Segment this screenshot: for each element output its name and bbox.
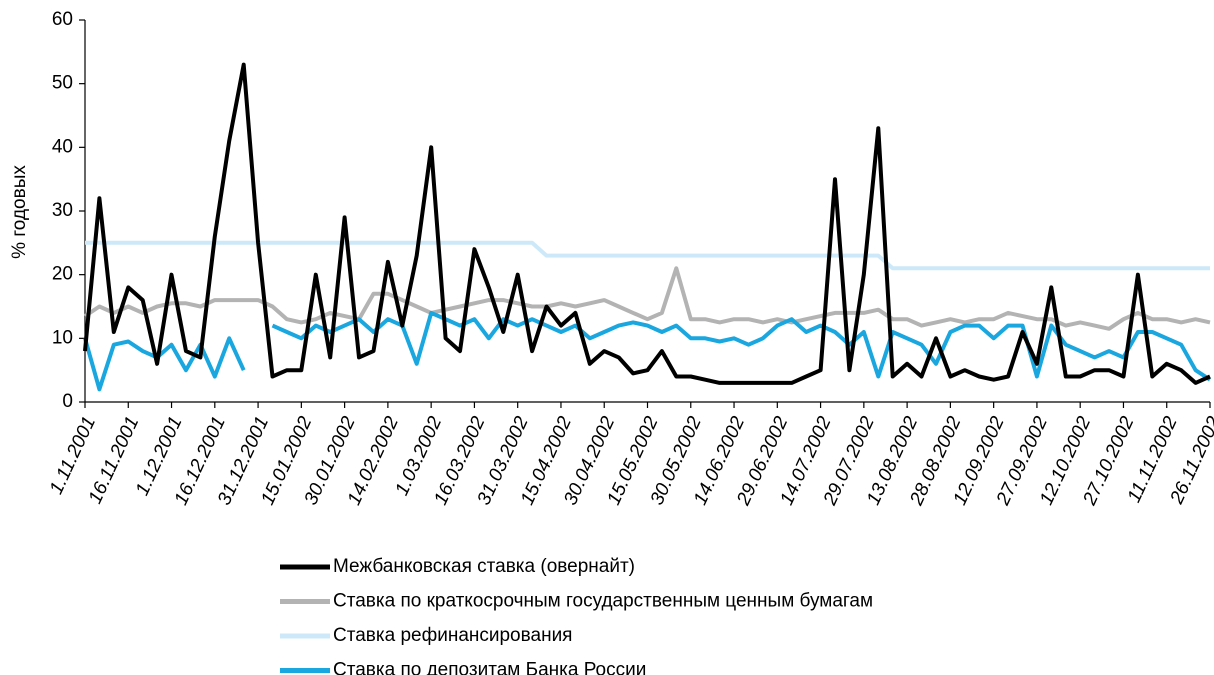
y-tick-label: 10 (52, 327, 73, 348)
y-tick-label: 20 (52, 264, 73, 285)
series-line (85, 240, 1210, 271)
series-line (83, 310, 1212, 392)
legend-label: Ставка рефинансирования (333, 625, 572, 646)
y-tick-label: 40 (52, 136, 73, 157)
legend-label: Ставка по депозитам Банка России (333, 660, 646, 675)
y-tick-label: 50 (52, 73, 73, 94)
series-line (83, 62, 1211, 385)
y-tick-label: 60 (52, 9, 73, 30)
legend-label: Межбанковская ставка (овернайт) (333, 556, 635, 577)
legend-label: Ставка по краткосрочным государственным … (333, 591, 873, 612)
series-line (83, 266, 1211, 331)
y-tick-label: 30 (52, 200, 73, 221)
y-tick-label: 0 (62, 391, 73, 412)
y-axis-label: % годовых (9, 165, 30, 259)
